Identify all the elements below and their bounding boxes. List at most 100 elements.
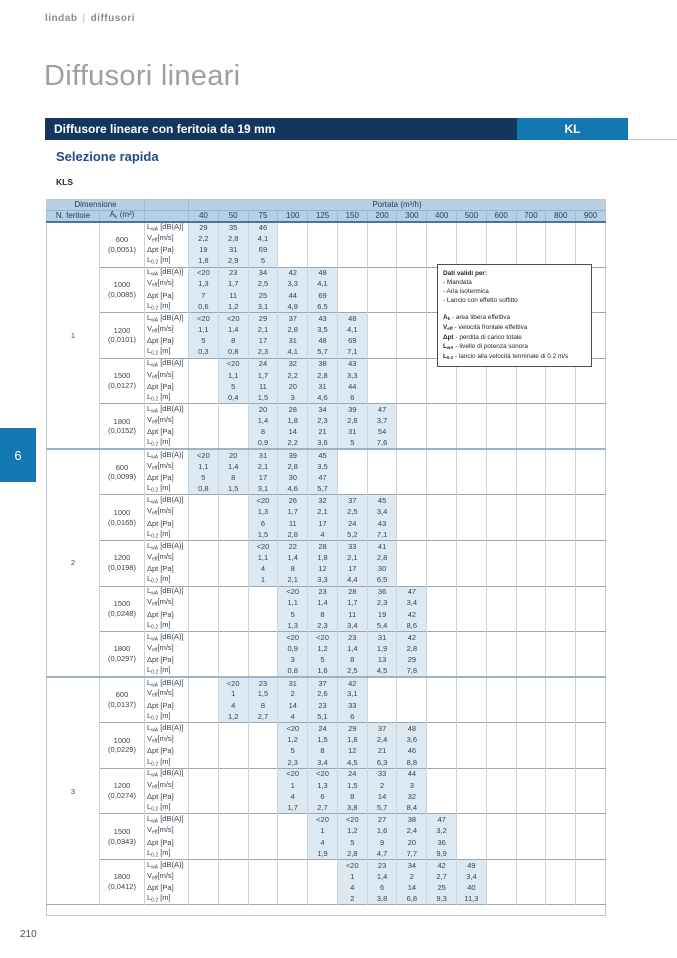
value-cell: 4,6 bbox=[307, 392, 338, 404]
value-cell bbox=[188, 517, 219, 530]
value-cell bbox=[277, 847, 308, 860]
value-cell bbox=[426, 676, 457, 689]
value-cell: 43 bbox=[366, 517, 397, 530]
value-cell bbox=[217, 426, 249, 438]
value-cell: 2,3 bbox=[307, 620, 338, 632]
value-cell: 2,4 bbox=[396, 825, 427, 837]
value-cell: 1,5 bbox=[247, 688, 278, 700]
metric-label: Veff[m/s] bbox=[144, 597, 189, 609]
value-cell bbox=[575, 597, 606, 609]
value-cell bbox=[247, 858, 278, 871]
page-number: 210 bbox=[20, 929, 37, 940]
value-cell bbox=[188, 745, 219, 757]
value-cell: 9,3 bbox=[426, 893, 457, 905]
value-cell: 32 bbox=[396, 791, 427, 803]
metric-label: LwA [dB(A)] bbox=[144, 813, 189, 826]
value-cell bbox=[217, 585, 249, 598]
value-cell bbox=[485, 642, 517, 655]
value-cell bbox=[336, 460, 368, 473]
value-cell: 0,8 bbox=[188, 483, 219, 495]
table-row: Veff[m/s] 2,2 2,8 4,1 bbox=[47, 232, 606, 245]
value-cell bbox=[396, 380, 427, 393]
metric-label: Δpt [Pa] bbox=[144, 426, 189, 438]
dimension-header: Dimensione bbox=[46, 199, 145, 211]
value-cell bbox=[515, 836, 546, 848]
value-cell bbox=[456, 437, 487, 450]
value-cell bbox=[456, 529, 487, 541]
value-cell bbox=[456, 767, 487, 780]
table-row: L0.2 [m] 1,7 2,7 3,8 5,7 8,4 bbox=[47, 802, 606, 814]
metric-label: LwA [dB(A)] bbox=[144, 448, 189, 461]
dimension-value: 600 bbox=[115, 690, 129, 700]
table-row: Δpt [Pa] 8 14 21 31 54 bbox=[47, 426, 606, 438]
value-cell bbox=[217, 665, 249, 678]
value-cell bbox=[217, 620, 249, 632]
value-cell bbox=[396, 699, 427, 712]
value-cell: 12 bbox=[307, 563, 338, 575]
value-cell bbox=[545, 232, 576, 245]
value-cell: 4,1 bbox=[336, 324, 368, 336]
section-heading: Selezione rapida bbox=[56, 149, 159, 164]
value-cell bbox=[336, 289, 368, 302]
value-cell bbox=[217, 654, 249, 666]
value-cell: 5 bbox=[307, 654, 338, 666]
value-cell bbox=[485, 597, 517, 609]
value-cell: 27 bbox=[366, 813, 397, 826]
value-cell bbox=[217, 631, 249, 643]
dimension-cell: 1800 (0,0297) bbox=[99, 631, 145, 678]
metric-label: Veff[m/s] bbox=[144, 734, 189, 746]
value-cell: 1,1 bbox=[217, 369, 249, 381]
dimension-value: 1000 bbox=[113, 735, 131, 745]
table-row: Veff[m/s] 1,3 1,7 2,1 2,5 3,4 bbox=[47, 506, 606, 518]
value-cell: 44 bbox=[396, 767, 427, 780]
value-cell bbox=[307, 221, 338, 233]
value-cell bbox=[485, 403, 517, 416]
value-cell: <20 bbox=[247, 539, 278, 552]
value-cell: 3 bbox=[277, 392, 308, 404]
value-cell bbox=[307, 870, 338, 883]
value-cell bbox=[336, 221, 368, 233]
metric-label: LwA [dB(A)] bbox=[144, 494, 189, 507]
value-cell: 4,1 bbox=[307, 278, 338, 290]
table-row: Veff[m/s] 1,2 1,5 1,8 2,4 3,6 bbox=[47, 734, 606, 746]
table-row: Veff[m/s] 1 1,5 2 2,6 3,1 bbox=[47, 688, 606, 700]
value-cell bbox=[336, 483, 368, 495]
dimension-cell: 1500 (0,0127) bbox=[99, 357, 145, 404]
value-cell: 40 bbox=[456, 882, 487, 894]
value-cell: 8 bbox=[307, 608, 338, 621]
value-cell bbox=[485, 791, 517, 803]
value-cell: 1,2 bbox=[307, 642, 338, 655]
value-cell bbox=[426, 529, 457, 541]
value-cell bbox=[188, 676, 219, 689]
value-cell: 1,2 bbox=[217, 711, 249, 723]
metric-label: Δpt [Pa] bbox=[144, 563, 189, 575]
value-cell bbox=[545, 882, 576, 894]
value-cell bbox=[456, 620, 487, 632]
value-cell: 39 bbox=[277, 448, 308, 461]
value-cell bbox=[456, 539, 487, 552]
value-cell bbox=[277, 882, 308, 894]
value-cell bbox=[307, 255, 338, 268]
value-cell: 31 bbox=[307, 380, 338, 393]
value-cell bbox=[217, 597, 249, 609]
value-cell bbox=[485, 608, 517, 621]
value-cell bbox=[545, 585, 576, 598]
value-cell: 6,5 bbox=[366, 574, 397, 586]
value-cell: 2,1 bbox=[247, 460, 278, 473]
value-cell: 38 bbox=[307, 357, 338, 370]
value-cell bbox=[188, 494, 219, 507]
value-cell: 29 bbox=[247, 312, 278, 325]
value-cell bbox=[485, 506, 517, 518]
value-cell: 4 bbox=[277, 711, 308, 723]
ak-value: (0,0101) bbox=[108, 335, 136, 345]
value-cell bbox=[217, 539, 249, 552]
metric-label: Δpt [Pa] bbox=[144, 882, 189, 894]
value-cell bbox=[545, 688, 576, 700]
value-cell bbox=[545, 813, 576, 826]
value-cell bbox=[545, 221, 576, 233]
table-row: Δpt [Pa] 19 31 69 bbox=[47, 244, 606, 256]
value-cell: 31 bbox=[217, 244, 249, 256]
value-cell bbox=[485, 472, 517, 484]
ak-value: (0,0099) bbox=[108, 472, 136, 482]
